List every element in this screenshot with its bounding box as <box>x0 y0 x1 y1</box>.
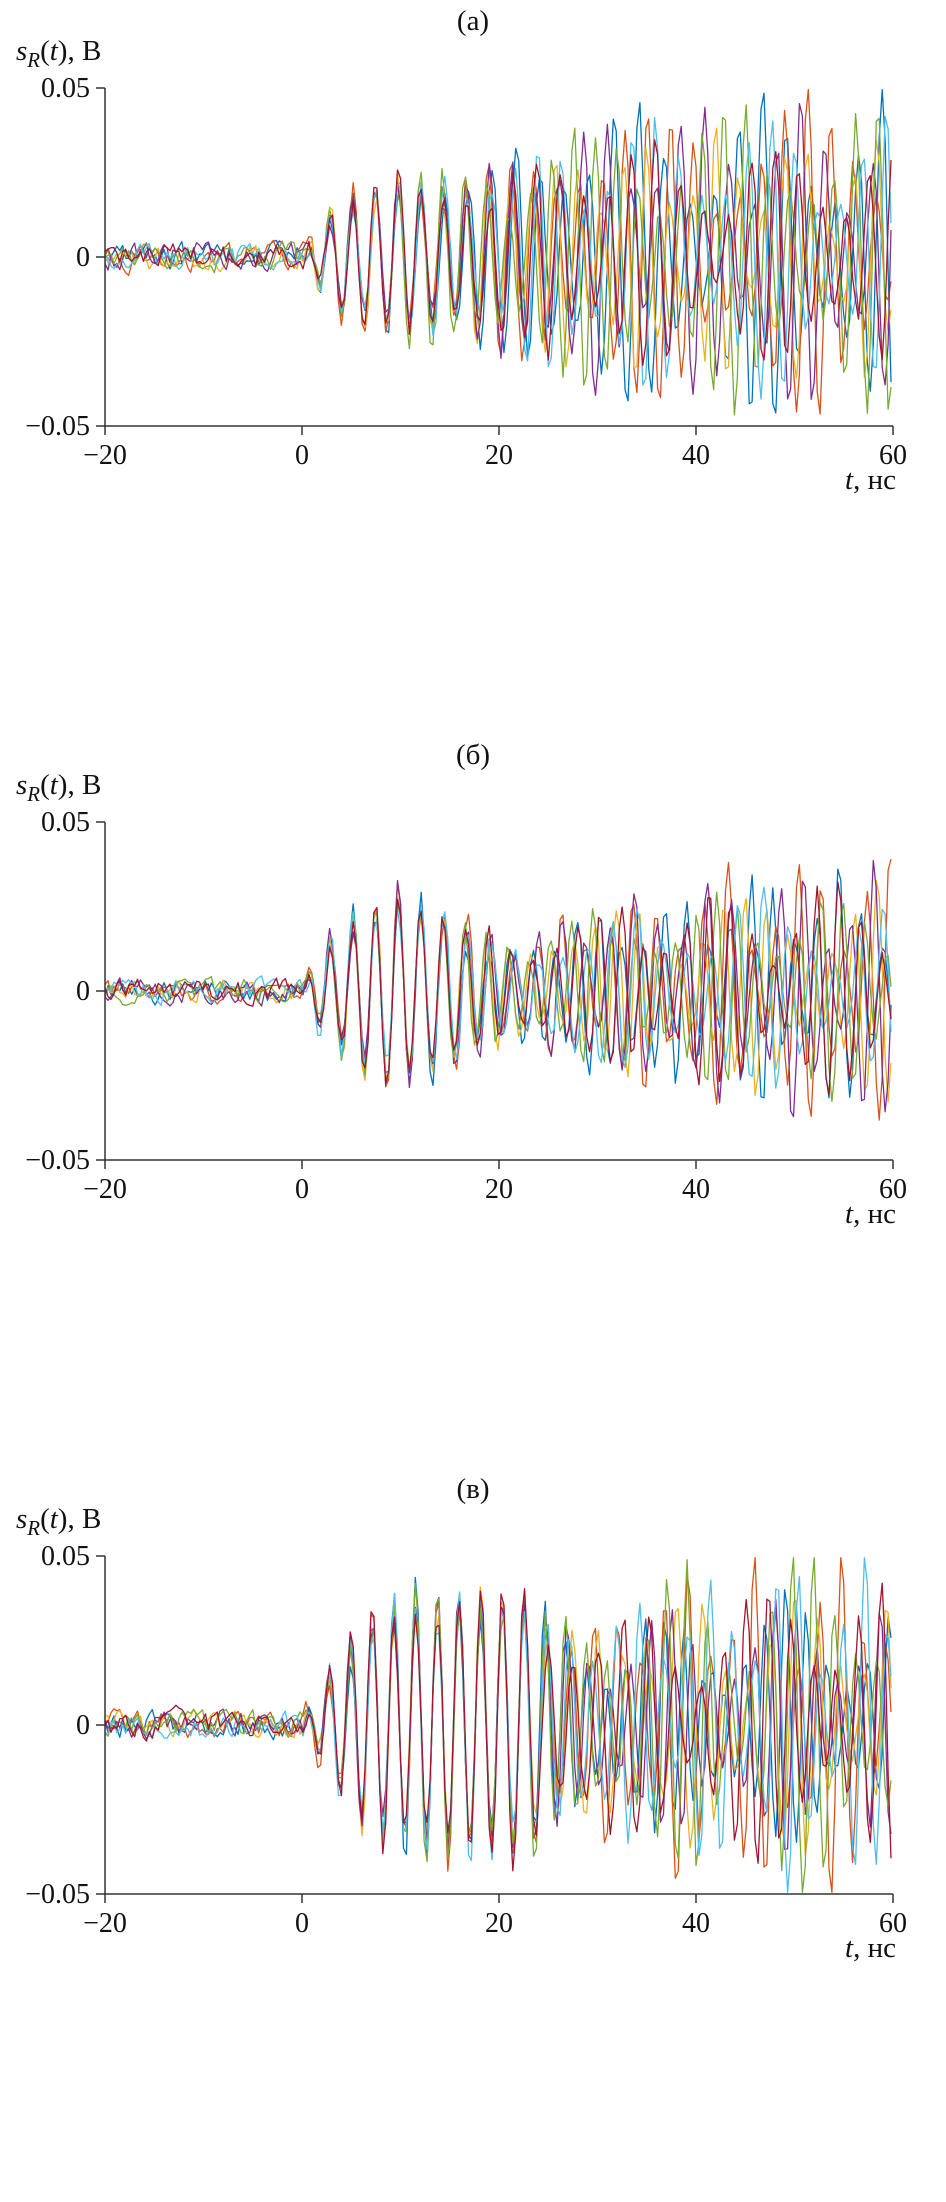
x-axis-label: t, нс <box>845 1198 896 1230</box>
y-tick-label: −0.05 <box>25 411 90 442</box>
x-tick-label: −20 <box>83 440 127 471</box>
waveform-trace <box>104 859 892 1118</box>
x-axis-label: t, нс <box>845 464 896 496</box>
x-tick-label: 0 <box>295 1174 309 1205</box>
x-tick-label: 0 <box>295 440 309 471</box>
x-tick-label: 20 <box>485 1174 513 1205</box>
x-tick-label: 40 <box>682 1908 710 1939</box>
axes <box>104 88 893 427</box>
x-tick-label: 60 <box>879 440 907 471</box>
chart-panel-b: (б) sR(t), В −20 0 20 40 60 −0.05 0 0.05 t, нс <box>0 734 946 1468</box>
panel-title: (б) <box>455 739 491 771</box>
x-tick-label: 0 <box>295 1908 309 1939</box>
y-label-subscript: R <box>27 47 41 72</box>
y-tick-label: 0.05 <box>41 808 90 838</box>
panel-title: (в) <box>456 1473 490 1505</box>
waveform-trace <box>104 881 892 1096</box>
x-tick-label: 20 <box>485 1908 513 1939</box>
y-label-subscript: R <box>27 781 41 806</box>
x-axis-label: t, нс <box>845 1932 896 1964</box>
x-tick-label: 60 <box>879 1908 907 1939</box>
y-tick-label: 0 <box>76 976 90 1007</box>
waveform-plot: −20 0 20 40 60 −0.05 0 0.05 <box>25 1542 907 1939</box>
x-tick-label: 40 <box>682 1174 710 1205</box>
waveform-trace <box>104 868 892 1099</box>
chart-panel-v: (в) sR(t), В −20 0 20 40 60 −0.05 0 0.05 t, нс <box>0 1468 946 2202</box>
y-label-symbol: s <box>16 35 28 67</box>
waveform-trace <box>104 115 892 400</box>
y-tick-label: 0.05 <box>41 74 90 104</box>
waveform-trace <box>104 139 892 366</box>
y-tick-label: −0.05 <box>25 1879 90 1910</box>
x-tick-label: 20 <box>485 440 513 471</box>
x-tick-label: 40 <box>682 440 710 471</box>
panel-title: (а) <box>456 5 490 37</box>
waveform-trace <box>104 1582 892 1872</box>
x-tick-label: 60 <box>879 1174 907 1205</box>
y-tick-label: −0.05 <box>25 1145 90 1176</box>
waveform-plot: −20 0 20 40 60 −0.05 0 0.05 <box>25 808 907 1205</box>
chart-panel-a: (а) sR(t), В −20 0 20 40 60 −0.05 0 0.05 t, нс <box>0 0 946 734</box>
y-axis-label: sR(t), В <box>16 35 102 72</box>
y-tick-label: 0.05 <box>41 1542 90 1572</box>
y-label-symbol: s <box>16 769 28 801</box>
y-axis-label: sR(t), В <box>16 769 102 806</box>
x-tick-label: −20 <box>83 1174 127 1205</box>
y-tick-label: 0 <box>76 242 90 273</box>
x-tick-label: −20 <box>83 1908 127 1939</box>
waveform-plot: −20 0 20 40 60 −0.05 0 0.05 <box>25 74 907 471</box>
y-axis-label: sR(t), В <box>16 1503 102 1540</box>
y-label-subscript: R <box>27 1515 41 1540</box>
y-label-symbol: s <box>16 1503 28 1535</box>
y-tick-label: 0 <box>76 1710 90 1741</box>
